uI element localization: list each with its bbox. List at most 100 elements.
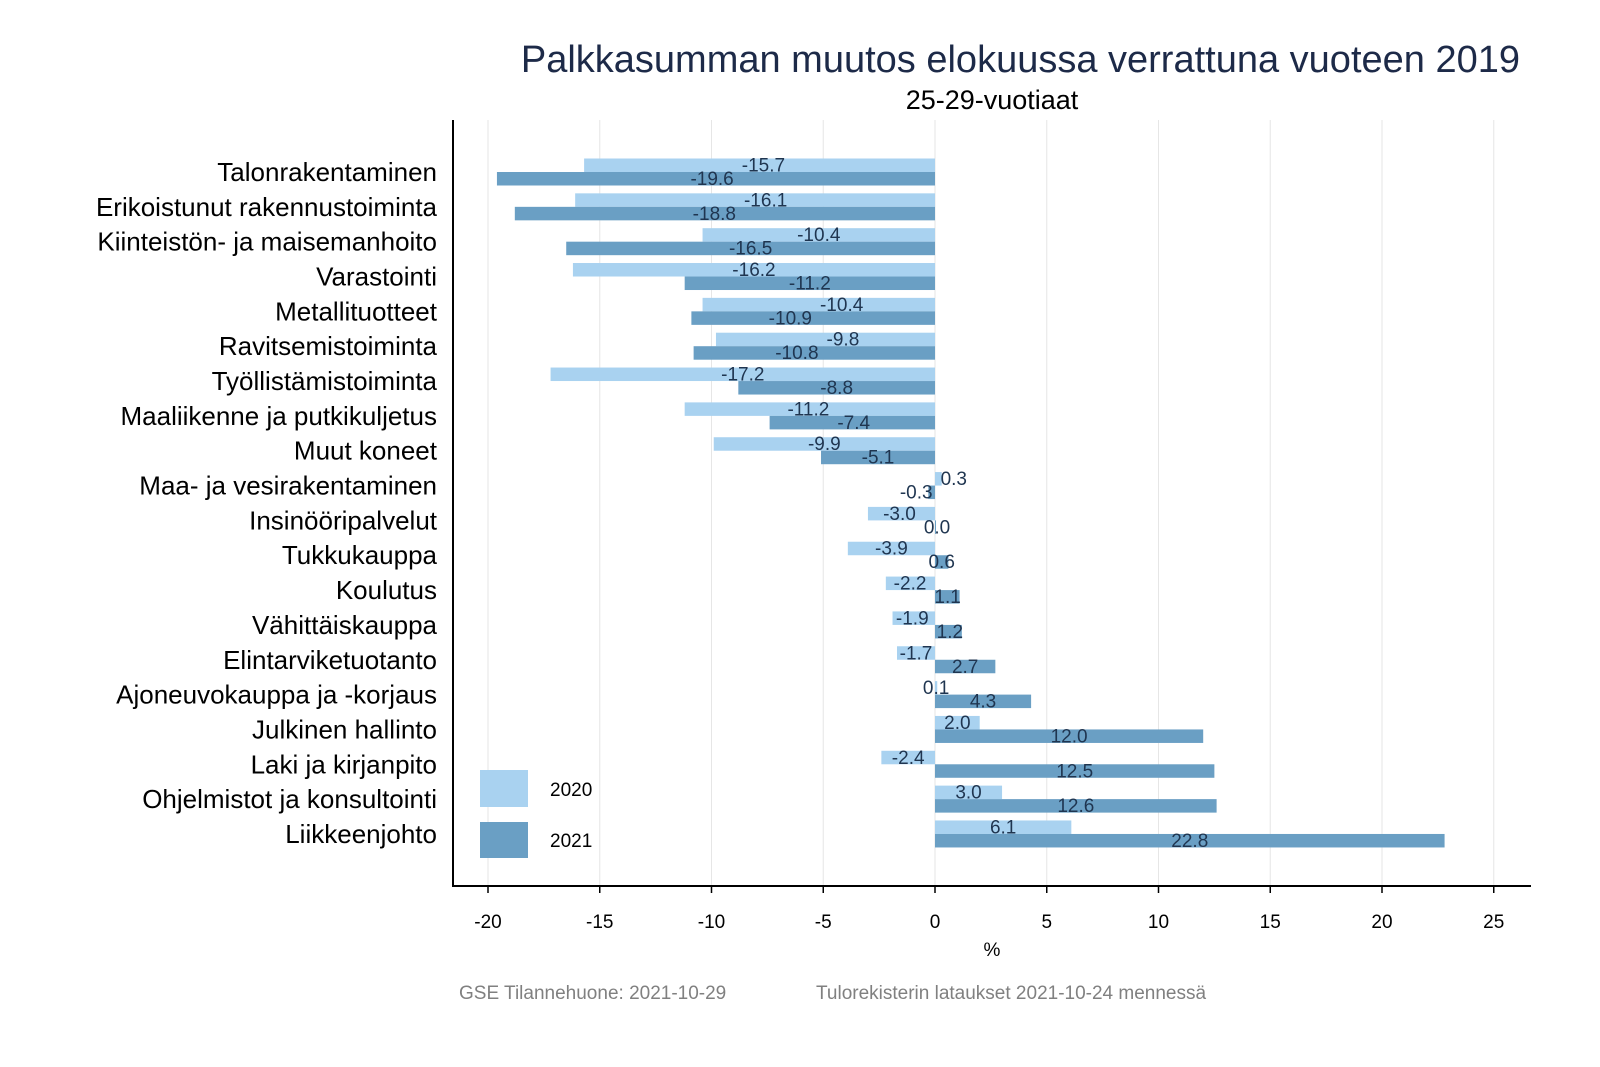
- category-label: Kiinteistön- ja maisemanhoito: [97, 227, 437, 257]
- data-label-2021: 2.7: [952, 657, 978, 678]
- bar-2021: [935, 833, 1445, 848]
- data-label-2021: 0.0: [924, 517, 950, 538]
- bar-2021: [935, 590, 960, 604]
- data-label-2021: 22.8: [1171, 831, 1208, 852]
- x-ticks: -20 -15 -10 -5 0 5 10 15 20 25: [474, 886, 1504, 933]
- legend: 2020 2021: [480, 770, 592, 858]
- category-label: Maa- ja vesirakentaminen: [139, 471, 437, 501]
- bar-2021: [935, 520, 936, 534]
- bar-2020: [885, 576, 935, 591]
- data-label-2021: 12.5: [1056, 761, 1093, 782]
- data-label-2021: -19.6: [690, 169, 733, 190]
- data-label-2020: 0.1: [923, 678, 949, 699]
- data-label-2020: 3.0: [955, 783, 981, 804]
- category-label: Vähittäiskauppa: [252, 610, 438, 640]
- bar-2021: [935, 555, 949, 569]
- bar-2021: [928, 485, 935, 500]
- data-label-2020: -2.2: [894, 574, 927, 595]
- bar-2021: [684, 276, 935, 291]
- bar-2021: [566, 241, 935, 256]
- footer-source: GSE Tilannehuone: 2021-10-29: [459, 983, 726, 1004]
- category-label: Elintarviketuotanto: [223, 645, 437, 675]
- category-label: Laki ja kirjanpito: [251, 749, 437, 779]
- data-label-2020: -15.7: [742, 156, 785, 177]
- data-label-2020: -3.9: [875, 539, 908, 560]
- bar-2020: [575, 193, 935, 207]
- data-label-2021: -0.3: [900, 483, 933, 504]
- category-label: Maaliikenne ja putkikuljetus: [120, 401, 437, 431]
- category-labels: Talonrakentaminen Erikoistunut rakennusto…: [96, 157, 438, 849]
- data-label-2020: -10.4: [820, 295, 864, 316]
- category-label: Ohjelmistot ja konsultointi: [142, 784, 437, 814]
- bar-2021: [935, 764, 1215, 778]
- data-label-2021: 12.6: [1057, 796, 1094, 817]
- chart-subtitle: 25-29-vuotiaat: [906, 85, 1079, 115]
- data-label-2021: -18.8: [693, 204, 736, 225]
- category-label: Ajoneuvokauppa ja -korjaus: [116, 680, 437, 710]
- x-tick-label: -10: [698, 912, 725, 933]
- category-label: Julkinen hallinto: [252, 714, 437, 744]
- category-label: Erikoistunut rakennustoiminta: [96, 192, 438, 222]
- data-label-2020: 6.1: [990, 817, 1016, 838]
- bar-2020: [702, 228, 935, 242]
- data-label-2020: -1.7: [900, 643, 933, 664]
- bar-2020: [867, 506, 935, 521]
- legend-label-2021: 2021: [550, 831, 592, 852]
- x-axis-label: %: [984, 940, 1001, 961]
- data-label-2021: -16.5: [729, 239, 772, 260]
- bars: [496, 158, 1445, 848]
- x-tick-label: -20: [474, 912, 501, 933]
- data-label-2021: 4.3: [970, 692, 996, 713]
- data-label-2020: -1.9: [896, 608, 929, 629]
- x-tick-label: -15: [586, 912, 613, 933]
- bar-2021: [738, 381, 935, 395]
- bar-2020: [935, 785, 1003, 800]
- bar-2020: [550, 367, 935, 382]
- bar-2021: [935, 624, 962, 639]
- data-label-2020: -17.2: [721, 365, 764, 386]
- x-tick-label: 5: [1041, 912, 1052, 933]
- data-label-2020: -10.4: [797, 225, 841, 246]
- bar-2020: [935, 472, 942, 486]
- data-label-2020: 0.3: [941, 469, 967, 490]
- data-label-2020: -16.1: [744, 190, 787, 211]
- data-label-2021: 1.2: [937, 622, 963, 643]
- data-label-2021: -5.1: [862, 448, 895, 469]
- footer-note: Tulorekisterin lataukset 2021-10-24 menn…: [816, 983, 1206, 1004]
- data-label-2021: -10.8: [775, 343, 818, 364]
- bar-2020: [572, 263, 935, 277]
- legend-swatch-2021: [480, 822, 528, 858]
- data-label-2021: -11.2: [789, 274, 831, 295]
- data-label-2021: 1.1: [934, 587, 960, 608]
- category-label: Tukkukauppa: [282, 540, 438, 570]
- bar-2021: [935, 694, 1032, 709]
- data-label-2020: -2.4: [892, 748, 925, 769]
- bar-2021: [496, 172, 935, 186]
- category-label: Insinööripalvelut: [249, 505, 438, 535]
- bar-2020: [935, 820, 1072, 834]
- bar-2020: [892, 611, 935, 625]
- bar-2020: [881, 750, 935, 765]
- legend-label-2020: 2020: [550, 780, 592, 801]
- bar-2021: [691, 311, 935, 325]
- x-tick-label: 15: [1260, 912, 1281, 933]
- category-label: Varastointi: [316, 262, 437, 292]
- x-tick-label: -5: [815, 912, 832, 933]
- data-label-2020: 2.0: [944, 713, 970, 734]
- category-label: Liikkeenjohto: [285, 819, 437, 849]
- bar-2020: [684, 402, 935, 416]
- bar-2021: [514, 206, 935, 221]
- data-labels: -15.7 -19.6 -16.1 -18.8 -10.4 -16.5-16.2 -11.2…: [690, 156, 1208, 852]
- x-tick-label: 0: [930, 912, 941, 933]
- bar-2020: [897, 646, 935, 660]
- bar-2021: [935, 729, 1204, 743]
- x-tick-label: 10: [1148, 912, 1169, 933]
- data-label-2020: -9.9: [808, 434, 841, 455]
- data-label-2021: -10.9: [769, 308, 812, 329]
- bar-2020: [935, 681, 938, 695]
- bar-2020: [702, 297, 935, 312]
- data-label-2020: -16.2: [732, 260, 775, 281]
- bar-2021: [769, 415, 935, 430]
- legend-swatch-2020: [480, 770, 528, 807]
